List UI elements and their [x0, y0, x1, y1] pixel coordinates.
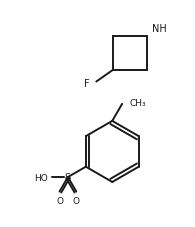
- Text: F: F: [84, 78, 90, 88]
- Text: NH: NH: [152, 24, 167, 34]
- Text: CH₃: CH₃: [130, 99, 146, 108]
- Text: O: O: [73, 196, 80, 205]
- Text: HO: HO: [34, 173, 48, 182]
- Text: S: S: [65, 172, 71, 182]
- Text: O: O: [56, 196, 63, 205]
